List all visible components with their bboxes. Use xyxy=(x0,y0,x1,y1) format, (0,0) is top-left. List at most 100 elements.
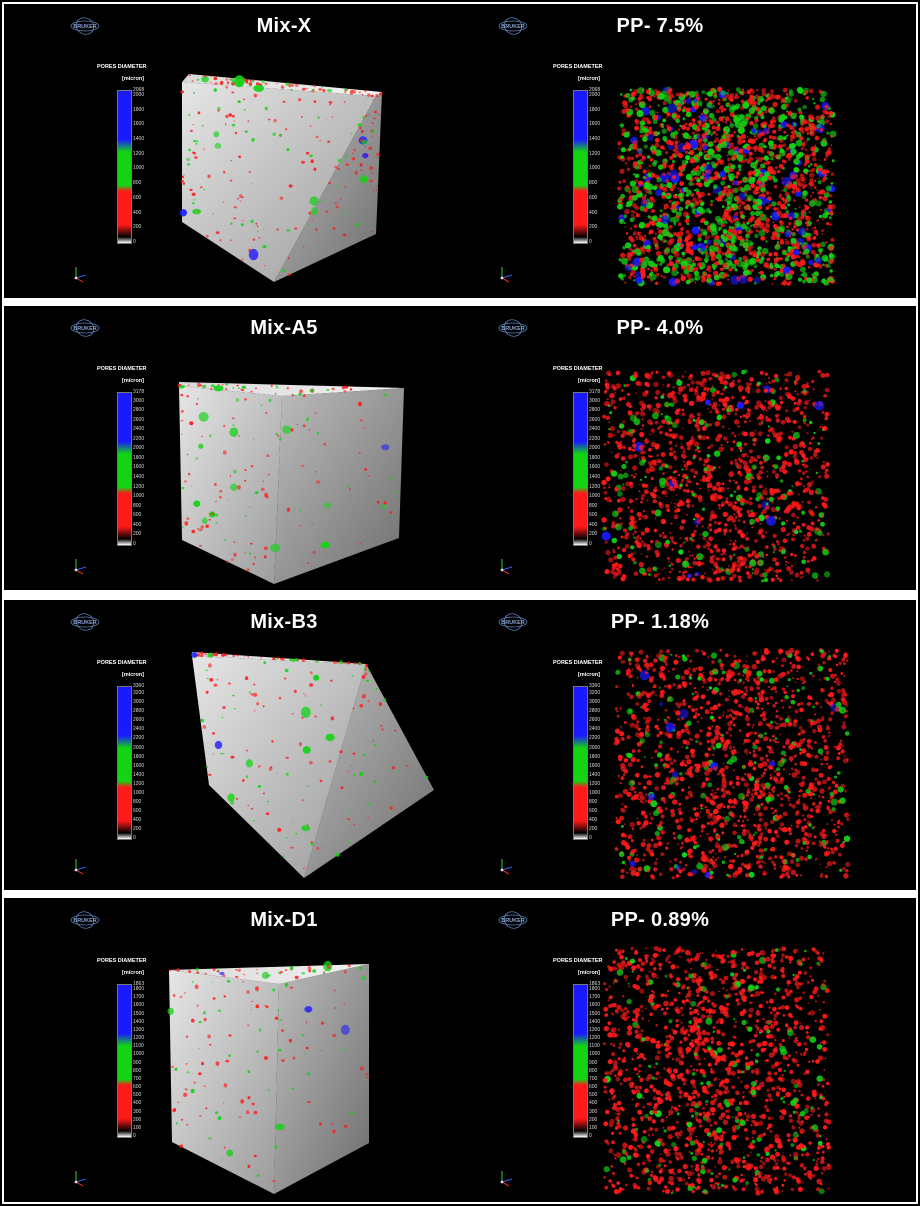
pore xyxy=(635,154,639,158)
pore xyxy=(644,234,647,237)
pore xyxy=(253,84,265,92)
pore xyxy=(634,772,640,778)
pore xyxy=(339,660,343,665)
pore xyxy=(186,517,190,520)
pore xyxy=(821,229,825,233)
color-scale-tick-label: 1400 xyxy=(133,474,145,481)
pore xyxy=(625,242,632,249)
pore xyxy=(372,99,375,101)
pore xyxy=(262,705,265,708)
pore xyxy=(780,400,784,404)
pore xyxy=(665,252,669,256)
color-scale-tick-label: 0 xyxy=(133,835,136,841)
pore xyxy=(670,204,676,210)
pore xyxy=(748,449,753,454)
pore xyxy=(731,244,734,247)
pore xyxy=(714,247,719,252)
pore xyxy=(775,506,781,511)
pore xyxy=(223,170,226,174)
pore xyxy=(211,732,216,735)
pore xyxy=(799,450,804,455)
pore xyxy=(238,435,240,437)
pore xyxy=(751,253,756,257)
pore xyxy=(695,707,698,711)
pore xyxy=(665,116,668,119)
pore xyxy=(634,473,638,476)
pore xyxy=(765,531,767,534)
pore xyxy=(720,667,724,671)
pore xyxy=(634,552,636,555)
pore xyxy=(794,529,799,535)
pore xyxy=(791,772,798,778)
pore xyxy=(700,99,702,102)
pore xyxy=(826,222,830,226)
pore xyxy=(805,221,808,225)
pore xyxy=(669,165,674,171)
pore xyxy=(684,837,690,843)
legend-title: PORES DIAMETER xyxy=(553,64,603,70)
pore xyxy=(647,155,651,159)
bruker-logo: BRUKER xyxy=(68,316,102,340)
pore xyxy=(653,488,658,493)
pore xyxy=(238,155,242,159)
pore xyxy=(641,418,644,421)
pore xyxy=(694,102,697,105)
pore xyxy=(205,669,208,672)
color-scale-bar xyxy=(573,392,588,546)
pore xyxy=(766,150,771,155)
pore xyxy=(683,541,686,544)
pore xyxy=(827,731,831,735)
pore xyxy=(662,101,667,106)
pore xyxy=(824,387,830,393)
pore xyxy=(802,555,806,559)
pore xyxy=(277,827,282,832)
pore xyxy=(363,427,366,429)
pore xyxy=(715,253,722,260)
pore xyxy=(790,237,795,243)
pore xyxy=(724,134,728,138)
pore xyxy=(748,151,753,156)
pore xyxy=(646,843,652,848)
pore xyxy=(680,481,683,484)
pore xyxy=(813,186,817,189)
pore xyxy=(822,139,825,142)
pore xyxy=(190,129,193,132)
pore xyxy=(719,371,725,377)
pore xyxy=(733,746,735,749)
pore xyxy=(699,151,703,155)
pore xyxy=(733,513,736,516)
pore xyxy=(642,136,648,142)
pore xyxy=(724,765,729,770)
pore xyxy=(806,254,809,258)
pore xyxy=(755,659,760,665)
pore xyxy=(303,693,305,694)
pore xyxy=(784,378,789,383)
pore xyxy=(316,480,320,484)
pore xyxy=(669,402,675,408)
pore xyxy=(799,576,802,579)
pore xyxy=(742,145,746,149)
pore xyxy=(628,190,632,194)
pore xyxy=(807,169,810,173)
pore xyxy=(821,515,824,518)
pore xyxy=(359,771,364,776)
pore xyxy=(737,512,743,518)
pore xyxy=(666,370,672,376)
pore xyxy=(715,120,720,125)
pore xyxy=(686,460,690,464)
pore xyxy=(629,520,635,527)
pore xyxy=(755,164,758,167)
pore xyxy=(674,247,677,250)
pore xyxy=(806,277,813,284)
pore xyxy=(761,91,767,97)
pore xyxy=(769,192,772,195)
pore xyxy=(744,258,751,265)
pore xyxy=(692,560,698,566)
pore xyxy=(772,533,777,538)
pore xyxy=(666,487,669,490)
color-scale-ticks: 3360 3200 3000 2800 2600 2400 2200 2000 1800 1600… xyxy=(133,684,169,841)
pore xyxy=(786,184,792,190)
pore xyxy=(759,210,763,215)
pore xyxy=(808,211,811,214)
orientation-axes-icon xyxy=(496,264,516,284)
